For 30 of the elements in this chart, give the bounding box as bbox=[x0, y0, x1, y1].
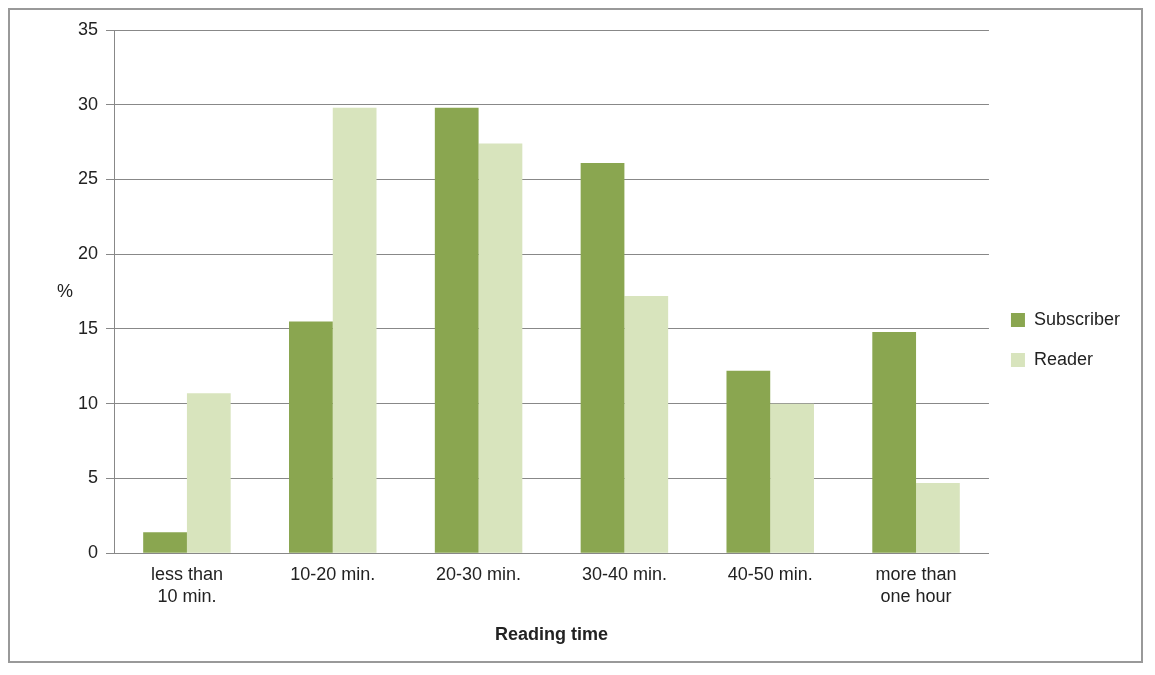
bar bbox=[726, 370, 771, 553]
y-tick-label: 10 bbox=[77, 392, 99, 413]
bar bbox=[872, 331, 917, 553]
x-tick-label: 20-30 min. bbox=[436, 563, 522, 584]
x-tick-label: 10-20 min. bbox=[290, 563, 376, 584]
x-tick-label: 40-50 min. bbox=[727, 563, 813, 584]
y-tick-label: 25 bbox=[77, 168, 99, 189]
legend-label: Reader bbox=[1033, 348, 1094, 369]
x-tick-label: less than 10 min. bbox=[150, 563, 223, 606]
bar bbox=[332, 107, 377, 553]
bar bbox=[186, 393, 231, 553]
y-tick-label: 30 bbox=[77, 93, 99, 114]
bar bbox=[143, 532, 187, 553]
y-tick-label: 0 bbox=[88, 542, 99, 563]
x-tick-label: more than one hour bbox=[875, 563, 957, 606]
bar bbox=[916, 482, 960, 553]
x-axis-title: Reading time bbox=[494, 624, 609, 645]
y-tick-label: 35 bbox=[77, 18, 99, 39]
bar bbox=[770, 403, 814, 553]
x-tick-label: 30-40 min. bbox=[581, 563, 667, 584]
bar bbox=[580, 163, 625, 553]
y-tick-label: 15 bbox=[77, 317, 99, 338]
y-tick-label: 20 bbox=[77, 243, 99, 264]
bar bbox=[289, 321, 333, 553]
y-axis-title: % bbox=[56, 280, 74, 301]
bar bbox=[624, 296, 669, 553]
bar bbox=[478, 143, 523, 553]
y-tick-label: 5 bbox=[88, 467, 99, 488]
bar bbox=[434, 107, 479, 553]
legend-label: Subscriber bbox=[1033, 308, 1121, 329]
